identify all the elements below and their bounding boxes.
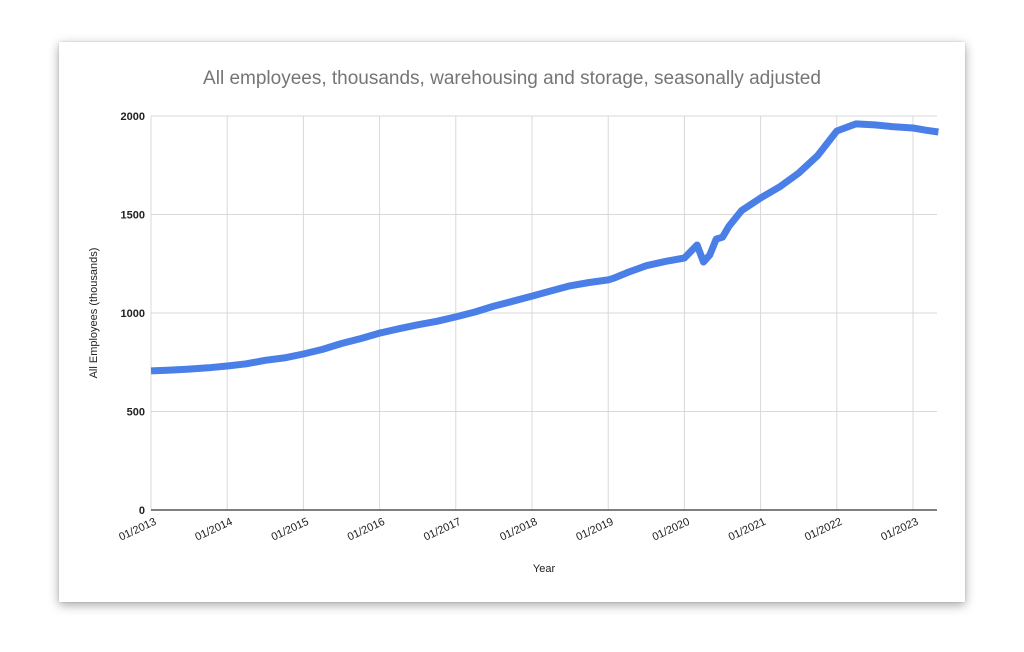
- y-axis-title: All Employees (thousands): [88, 248, 100, 379]
- y-tick-label: 2000: [121, 111, 145, 123]
- y-tick-label: 0: [139, 505, 145, 517]
- gridlines: [150, 115, 937, 510]
- x-tick-label: 01/2019: [574, 516, 615, 544]
- y-tick-label: 1500: [121, 210, 145, 222]
- x-tick-label: 01/2023: [879, 516, 920, 544]
- x-tick-label: 01/2022: [803, 516, 844, 544]
- x-tick-label: 01/2015: [270, 516, 311, 544]
- x-tick-label: 01/2017: [422, 516, 463, 544]
- data-series-line: [150, 120, 939, 375]
- y-axis-ticks: 0 500 1000 1500 2000: [121, 111, 145, 517]
- x-axis-ticks: 01/2013 01/2014 01/2015 01/2016 01/2017 01/20…: [117, 516, 920, 544]
- x-tick-label: 01/2021: [727, 516, 768, 544]
- chart-title: All employees, thousands, warehousing an…: [203, 68, 821, 89]
- x-tick-label: 01/2013: [117, 516, 158, 544]
- x-tick-label: 01/2016: [346, 516, 387, 544]
- x-tick-label: 01/2014: [193, 516, 234, 544]
- x-tick-label: 01/2020: [651, 516, 692, 544]
- y-tick-label: 1000: [121, 308, 145, 320]
- x-tick-label: 01/2018: [498, 516, 539, 544]
- chart-card: All employees, thousands, warehousing an…: [59, 42, 965, 602]
- x-axis-title: Year: [533, 563, 556, 575]
- y-tick-label: 500: [127, 407, 145, 419]
